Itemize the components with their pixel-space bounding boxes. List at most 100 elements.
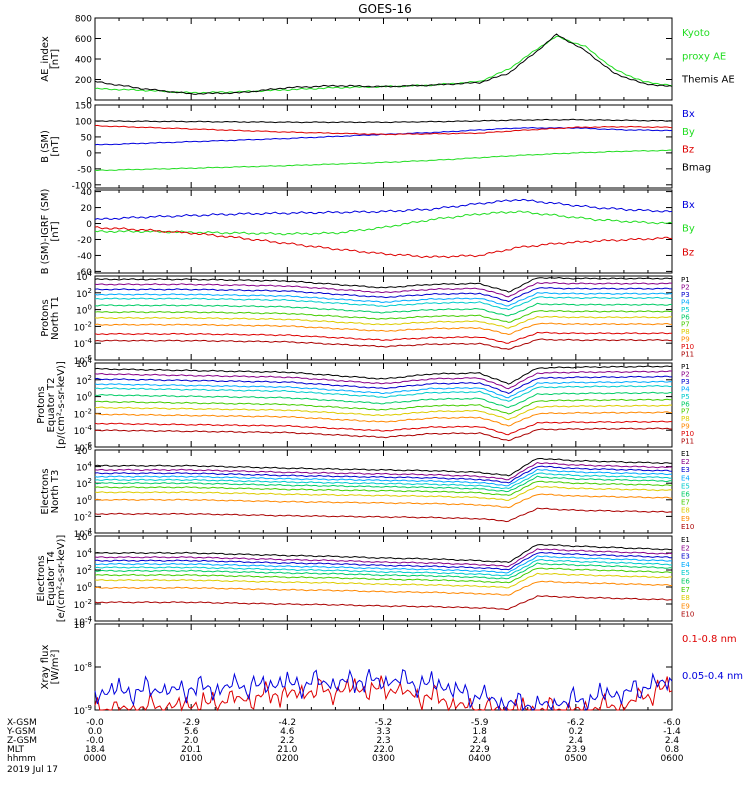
y-axis-label: B (SM)-IGRF (SM) [40, 189, 51, 275]
series-line-0-1-0-8-nm [94, 675, 673, 712]
channel-line-e1 [94, 544, 673, 564]
legend-entry: Bmag [682, 162, 711, 173]
axis-row-value: 20.1 [181, 745, 201, 755]
legend-entry: E7 [681, 499, 690, 507]
axis-row-value: 0200 [276, 754, 299, 764]
channel-line-p1 [94, 276, 673, 293]
legend-entry: P10 [681, 343, 694, 351]
channel-line-e8 [94, 572, 673, 589]
axis-row-value: 21.0 [277, 745, 297, 755]
legend-entry: 0.1-0.8 nm [682, 634, 737, 645]
y-tick-label: 104 [76, 547, 92, 560]
channel-line-e1 [94, 458, 673, 477]
axis-row-value: 22.0 [373, 745, 393, 755]
legend-entry: E2 [681, 544, 690, 552]
y-tick-label: 10-7 [74, 618, 92, 631]
axis-row-value: -0.0 [86, 718, 104, 728]
series-line-themis-ae [94, 33, 673, 95]
channel-line-p7 [94, 398, 673, 415]
y-axis-label: Protons [36, 386, 47, 423]
channel-line-p9 [94, 411, 673, 427]
y-axis-label: AE_index [40, 36, 51, 82]
axis-row-value: -5.9 [471, 718, 489, 728]
channel-line-p10 [94, 420, 672, 436]
axis-row-value: 0400 [468, 754, 491, 764]
y-axis-label: Equator T4 [46, 551, 57, 606]
channel-line-e10 [94, 595, 673, 611]
legend-entry: 0.05-0.4 nm [682, 671, 743, 682]
legend-entry: By [682, 127, 695, 138]
channel-line-e3 [94, 551, 673, 571]
channel-line-e6 [94, 475, 672, 493]
legend-entry: Bz [682, 247, 694, 258]
legend-entry: P11 [681, 351, 694, 359]
series-line-bx [94, 198, 673, 220]
channel-line-p2 [94, 281, 673, 298]
panel-pt1: Protons North T1 104 102 100 10-2 10-4 10-6 P1P2… [40, 270, 694, 367]
channel-line-p11 [94, 427, 672, 442]
y-tick-label: 104 [76, 357, 92, 370]
channel-line-p8 [94, 404, 673, 421]
panel-ae: AE_index [nT] 0 200 400 600 800 Kyoto proxy AE Th… [40, 15, 735, 107]
axis-row-value: 0500 [564, 754, 587, 764]
legend-entry: P10 [681, 430, 694, 438]
axis-row-value: 5.6 [184, 727, 199, 737]
panel-pt2: Protons Equator T2 [p/(cm²-s-sr-keV)] 10410… [36, 357, 694, 454]
channel-line-p2 [94, 370, 673, 390]
axis-row-label: Y-GSM [6, 727, 35, 737]
legend-entry: E5 [681, 482, 690, 490]
channel-line-p4 [94, 380, 673, 399]
legend-entry: E2 [681, 458, 690, 466]
legend-entry: E9 [681, 515, 690, 523]
axis-row-label: X-GSM [7, 718, 37, 728]
y-tick-label: 10-2 [74, 598, 92, 611]
y-tick-label: 600 [75, 35, 92, 45]
legend-entry: P1 [681, 276, 690, 284]
legend-entry: E1 [681, 536, 690, 544]
legend-entry: P11 [681, 438, 694, 446]
y-axis-label: [nT] [50, 221, 61, 241]
y-tick-label: 10-6 [74, 354, 93, 367]
y-tick-label: 200 [75, 76, 92, 86]
legend-entry: E3 [681, 466, 690, 474]
y-tick-label: 104 [76, 270, 92, 283]
y-tick-label: 10-4 [74, 424, 93, 437]
legend-entry: E7 [681, 586, 690, 594]
axis-row-value: 0.2 [569, 727, 583, 737]
channel-line-e4 [94, 555, 673, 574]
y-axis-label: [e/(cm²-s-sr-keV)] [56, 535, 67, 623]
legend-entry: P6 [681, 400, 690, 408]
channel-line-p9 [94, 322, 673, 336]
legend-entry: E8 [681, 507, 690, 515]
legend-entry: P9 [681, 423, 690, 431]
channel-line-p3 [94, 375, 672, 395]
y-tick-label: 10-9 [74, 704, 92, 717]
channel-line-p3 [94, 287, 672, 303]
legend-entry: E8 [681, 594, 690, 602]
axis-row-label: hhmm [7, 754, 36, 764]
y-tick-label: 20 [81, 204, 93, 214]
axis-row-value: 2.3 [376, 736, 390, 746]
channel-line-p1 [94, 365, 673, 385]
legend-entry: P2 [681, 283, 690, 291]
axis-row-value: 1.8 [473, 727, 488, 737]
panel-bdiff: B (SM)-IGRF (SM) [nT] -60 -40 -20 0 20 40 Bx By Bz [40, 188, 695, 278]
x-axis-table: X-GSM -0.0 -2.9 -4.2 -5.2 -5.9 -6.2 -6.0 Y-GSM 0.… [6, 718, 684, 775]
y-axis-label: [W/m²] [50, 649, 61, 684]
y-tick-label: 40 [81, 188, 93, 198]
y-axis-label: [p/(cm²-s-sr-keV)] [56, 361, 67, 449]
axis-row-value: 2.4 [665, 736, 680, 746]
series-line-bz [94, 124, 673, 136]
legend-entry: P3 [681, 378, 690, 386]
axis-row-value: 0300 [372, 754, 395, 764]
channel-line-e6 [94, 562, 672, 580]
axis-row-value: -6.0 [663, 718, 681, 728]
legend-entry: P5 [681, 393, 690, 401]
y-tick-label: 10-4 [74, 337, 93, 350]
legend-entry: E9 [681, 602, 690, 610]
channel-line-p5 [94, 384, 673, 402]
figure-title: GOES-16 [358, 2, 412, 16]
series-line-by [94, 149, 673, 172]
axis-row-value: 0.0 [88, 727, 103, 737]
series-line-0-05-0-4-nm [94, 668, 673, 712]
